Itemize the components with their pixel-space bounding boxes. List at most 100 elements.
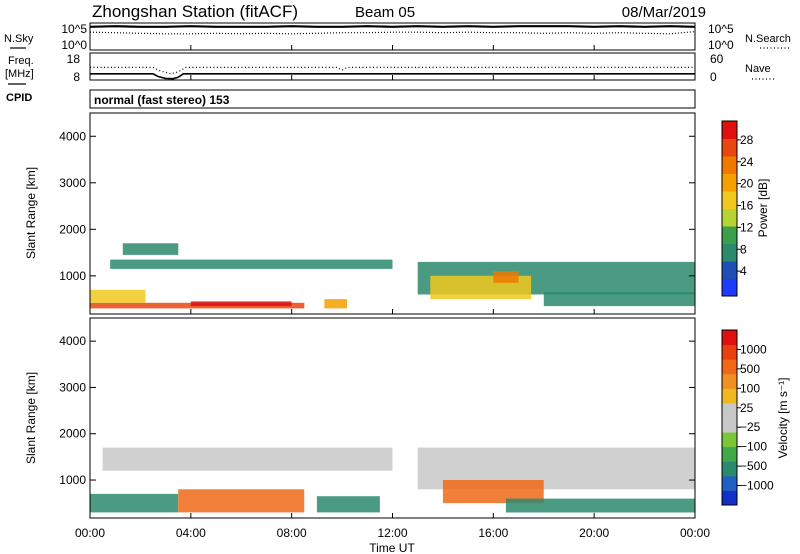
- velocity-ytick-label-1: 2000: [59, 427, 86, 441]
- xtick-label-5: 20:00: [579, 526, 609, 540]
- power-ytick-label-1: 2000: [59, 222, 86, 236]
- velocity-swatch-4: [722, 432, 737, 448]
- power-swatch-8: [722, 138, 737, 157]
- power-colorbar: 4 8 12 16 20 24 28 Power [dB]: [721, 120, 770, 297]
- power-y-axis-label: Slant Range [km]: [24, 167, 38, 259]
- power-cbar-label-4: 20: [740, 177, 754, 191]
- power-swatch-4: [722, 208, 737, 227]
- velocity-cbar-label-5: −100: [740, 440, 767, 454]
- velocity-y-ticks: 1000 2000 3000 4000: [59, 334, 695, 487]
- header-station: Zhongshan Station (fitACF): [92, 2, 298, 21]
- power-patch-8: [543, 292, 696, 307]
- velocity-cbar-label-7: −1000: [740, 479, 774, 493]
- power-swatch-1: [722, 261, 737, 279]
- velocity-swatch-6: [722, 402, 737, 418]
- freq-trace: [90, 73, 695, 80]
- noise-right-tick-top: 10^5: [708, 22, 734, 36]
- power-panel: 1000 2000 3000 4000 Slant Range [km]: [24, 112, 696, 315]
- velocity-colorbar-label: Velocity [m s⁻¹]: [776, 377, 790, 458]
- power-patch-3: [324, 299, 348, 309]
- velocity-patch-1: [178, 489, 305, 513]
- nsearch-label: N.Search: [745, 33, 791, 45]
- power-patch-2: [190, 301, 292, 307]
- freq-right-tick-bottom: 0: [710, 70, 717, 84]
- power-patch-9: [493, 271, 519, 283]
- header-beam: Beam 05: [355, 4, 415, 21]
- velocity-swatch-5: [722, 417, 737, 433]
- velocity-cbar-label-0: 1000: [740, 342, 767, 356]
- velocity-patch-5: [442, 480, 544, 504]
- velocity-swatch-10: [722, 344, 737, 360]
- freq-traces: [90, 66, 695, 80]
- noise-strip: 10^5 10^0 10^5 10^0 N.Sky N.Search: [4, 22, 791, 52]
- noise-left-tick-top: 10^5: [61, 22, 87, 36]
- velocity-swatch-1: [722, 475, 737, 491]
- power-ytick-label-3: 4000: [59, 129, 86, 143]
- power-patch-1: [90, 289, 146, 303]
- power-colorbar-label: Power [dB]: [756, 179, 770, 238]
- velocity-patch-6: [505, 498, 695, 513]
- velocity-colorbar: 1000 500 100 25 −25 −100 −500 −1000 Velocity [m…: [721, 329, 790, 506]
- freq-left-tick-top: 18: [67, 52, 81, 66]
- power-patch-5: [122, 243, 179, 255]
- xtick-label-4: 16:00: [478, 526, 508, 540]
- nsky-label: N.Sky: [4, 33, 34, 45]
- velocity-cbar-label-1: 500: [740, 362, 760, 376]
- freq-label-line2: [MHz]: [5, 68, 34, 80]
- velocity-cbar-label-6: −500: [740, 459, 767, 473]
- cpid-strip: CPID normal (fast stereo) 153: [6, 89, 696, 109]
- velocity-swatch-8: [722, 373, 737, 389]
- nave-label: Nave: [745, 63, 771, 75]
- power-swatch-2: [722, 243, 737, 262]
- power-cbar-label-3: 16: [740, 199, 754, 213]
- velocity-patch-2: [102, 447, 393, 471]
- power-cbar-label-2: 12: [740, 220, 754, 234]
- velocity-swatch-2: [722, 461, 737, 477]
- power-swatch-7: [722, 156, 737, 174]
- velocity-colorbar-ticks: 1000 500 100 25 −25 −100 −500 −1000: [737, 342, 774, 493]
- cpid-label: CPID: [6, 92, 32, 104]
- xtick-label-2: 08:00: [277, 526, 307, 540]
- freq-left-tick-bottom: 8: [73, 70, 80, 84]
- nsearch-trace: [89, 31, 696, 35]
- velocity-ytick-label-2: 3000: [59, 380, 86, 394]
- power-cbar-label-6: 28: [740, 133, 754, 147]
- velocity-cbar-label-3: 25: [740, 401, 754, 415]
- velocity-swatch-3: [722, 446, 737, 462]
- power-ytick-label-2: 3000: [59, 176, 86, 190]
- noise-left-tick-bottom: 10^0: [61, 38, 87, 52]
- power-colorbar-swatches: [722, 121, 737, 297]
- power-ytick-label-0: 1000: [59, 269, 86, 283]
- noise-right-tick-bottom: 10^0: [708, 38, 734, 52]
- noise-traces: [89, 25, 696, 35]
- freq-nave-strip: 18 8 60 0 Freq. [MHz] Nave: [5, 52, 775, 85]
- velocity-cbar-label-4: −25: [740, 420, 761, 434]
- power-cbar-label-1: 8: [740, 242, 747, 256]
- xtick-label-3: 12:00: [377, 526, 407, 540]
- xtick-label-1: 04:00: [176, 526, 206, 540]
- velocity-patch-0: [90, 493, 179, 513]
- velocity-y-axis-label: Slant Range [km]: [24, 372, 38, 464]
- power-swatch-3: [722, 226, 737, 244]
- power-y-ticks: 1000 2000 3000 4000: [59, 129, 695, 283]
- velocity-patch-3: [316, 496, 380, 513]
- power-swatch-0: [722, 278, 737, 297]
- power-cbar-label-0: 4: [740, 264, 747, 278]
- power-swatch-6: [722, 173, 737, 192]
- power-swatch-9: [722, 121, 737, 139]
- velocity-ytick-label-3: 4000: [59, 334, 86, 348]
- power-patch-4: [110, 259, 393, 269]
- header-date: 08/Mar/2019: [622, 4, 706, 21]
- velocity-swatch-9: [722, 359, 737, 375]
- cpid-text: normal (fast stereo) 153: [94, 93, 230, 107]
- power-cbar-label-5: 24: [740, 155, 754, 169]
- velocity-colorbar-swatches: [722, 330, 737, 506]
- velocity-swatch-0: [722, 490, 737, 506]
- velocity-cbar-label-2: 100: [740, 381, 760, 395]
- power-patches: [90, 243, 696, 309]
- freq-label-line1: Freq.: [8, 55, 34, 67]
- xtick-label-6: 00:00: [680, 526, 710, 540]
- power-colorbar-ticks: 4 8 12 16 20 24 28: [737, 133, 754, 278]
